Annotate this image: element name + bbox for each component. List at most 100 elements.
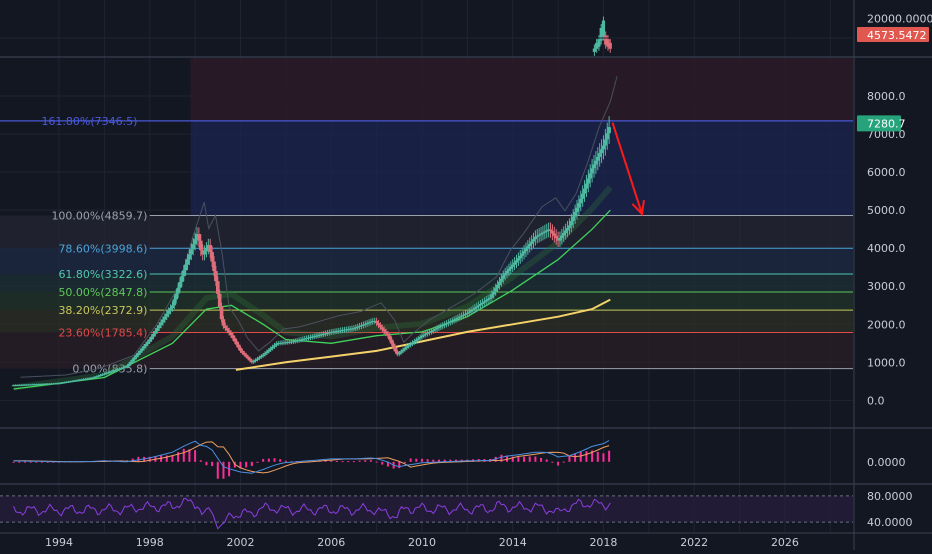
candle-body[interactable]: [193, 239, 197, 245]
candle-body[interactable]: [306, 337, 311, 339]
candle-body[interactable]: [480, 302, 485, 304]
candle-body[interactable]: [153, 330, 158, 334]
candle-body[interactable]: [45, 383, 50, 385]
candle-body[interactable]: [299, 339, 303, 341]
candle-body[interactable]: [327, 332, 332, 334]
candle-body[interactable]: [435, 328, 439, 330]
candle-body[interactable]: [518, 255, 523, 259]
candle-body[interactable]: [259, 355, 264, 358]
candle-body[interactable]: [70, 381, 75, 383]
candle-body[interactable]: [376, 323, 381, 326]
candle-body[interactable]: [473, 307, 477, 310]
candle-body[interactable]: [268, 348, 273, 350]
candle-body[interactable]: [91, 377, 95, 379]
candle-body[interactable]: [214, 271, 218, 282]
candle-body[interactable]: [85, 378, 90, 380]
candle-body[interactable]: [571, 216, 576, 221]
candle-body[interactable]: [202, 251, 207, 255]
candle-body[interactable]: [550, 231, 555, 234]
candle-body[interactable]: [272, 345, 277, 347]
candle-body[interactable]: [23, 384, 27, 386]
candle-body[interactable]: [552, 233, 557, 236]
candle-body[interactable]: [251, 361, 256, 363]
candle-body[interactable]: [560, 235, 564, 239]
candle-body[interactable]: [79, 379, 84, 381]
candle-body[interactable]: [357, 325, 362, 327]
candle-body[interactable]: [106, 372, 110, 374]
candle-body[interactable]: [197, 234, 201, 241]
candle-body[interactable]: [225, 328, 230, 331]
candle-body[interactable]: [62, 382, 67, 384]
candle-body[interactable]: [529, 241, 534, 244]
candle-body[interactable]: [265, 351, 269, 354]
candle-body[interactable]: [348, 328, 352, 330]
candle-body[interactable]: [25, 384, 29, 386]
candle-body[interactable]: [47, 383, 52, 385]
candle-body[interactable]: [406, 345, 411, 347]
candle-body[interactable]: [380, 327, 385, 330]
candle-body[interactable]: [134, 355, 139, 358]
candle-body[interactable]: [100, 374, 105, 376]
candle-body[interactable]: [393, 347, 398, 352]
candle-body[interactable]: [278, 342, 282, 344]
candle-body[interactable]: [524, 248, 528, 252]
candle-body[interactable]: [382, 329, 386, 332]
candle-body[interactable]: [384, 331, 388, 334]
candle-body[interactable]: [304, 338, 309, 340]
candle-body[interactable]: [215, 281, 220, 294]
candle-body[interactable]: [371, 321, 375, 323]
candle-body[interactable]: [578, 198, 583, 204]
candle-body[interactable]: [488, 297, 492, 299]
candle-body[interactable]: [605, 133, 610, 140]
candle-body[interactable]: [420, 335, 424, 338]
candle-body[interactable]: [40, 383, 44, 385]
candle-body[interactable]: [476, 305, 481, 307]
candle-body[interactable]: [242, 352, 247, 355]
forecast-arrow-head[interactable]: [631, 199, 645, 217]
candle-body[interactable]: [263, 353, 267, 355]
candle-body[interactable]: [102, 373, 107, 375]
candle-body[interactable]: [388, 335, 392, 340]
candle-body[interactable]: [123, 366, 127, 368]
candle-body[interactable]: [556, 238, 560, 241]
candle-body[interactable]: [174, 293, 178, 300]
candle-body[interactable]: [446, 322, 451, 324]
candle-body[interactable]: [180, 276, 184, 283]
candle-body[interactable]: [42, 383, 46, 385]
candle-body[interactable]: [607, 127, 611, 134]
candle-body[interactable]: [486, 298, 490, 301]
candle-body[interactable]: [246, 356, 250, 359]
candle-body[interactable]: [125, 366, 129, 368]
candle-body[interactable]: [433, 329, 437, 331]
candle-body[interactable]: [484, 300, 489, 302]
candle-body[interactable]: [212, 261, 216, 272]
candle-body[interactable]: [543, 231, 547, 233]
candle-body[interactable]: [535, 235, 540, 237]
candle-body[interactable]: [312, 336, 317, 338]
candle-body[interactable]: [178, 282, 182, 288]
candle-body[interactable]: [546, 229, 551, 231]
candle-body[interactable]: [448, 321, 453, 323]
candle-body[interactable]: [520, 253, 524, 256]
candle-body[interactable]: [291, 341, 296, 343]
candle-body[interactable]: [187, 254, 192, 260]
candle-body[interactable]: [336, 330, 341, 332]
candle-body[interactable]: [586, 178, 591, 184]
candle-body[interactable]: [170, 305, 175, 309]
candle-body[interactable]: [321, 333, 326, 335]
candle-body[interactable]: [96, 375, 101, 377]
candle-body[interactable]: [289, 341, 294, 343]
candle-body[interactable]: [490, 294, 494, 298]
candle-body[interactable]: [77, 379, 82, 381]
candle-body[interactable]: [221, 319, 226, 326]
candle-body[interactable]: [138, 350, 143, 353]
candle-body[interactable]: [293, 340, 298, 342]
candle-body[interactable]: [501, 275, 506, 279]
candle-body[interactable]: [168, 308, 173, 311]
candle-body[interactable]: [418, 337, 422, 339]
candle-body[interactable]: [369, 321, 373, 323]
candle-body[interactable]: [274, 343, 279, 346]
candle-body[interactable]: [295, 340, 299, 342]
candle-body[interactable]: [442, 324, 447, 326]
